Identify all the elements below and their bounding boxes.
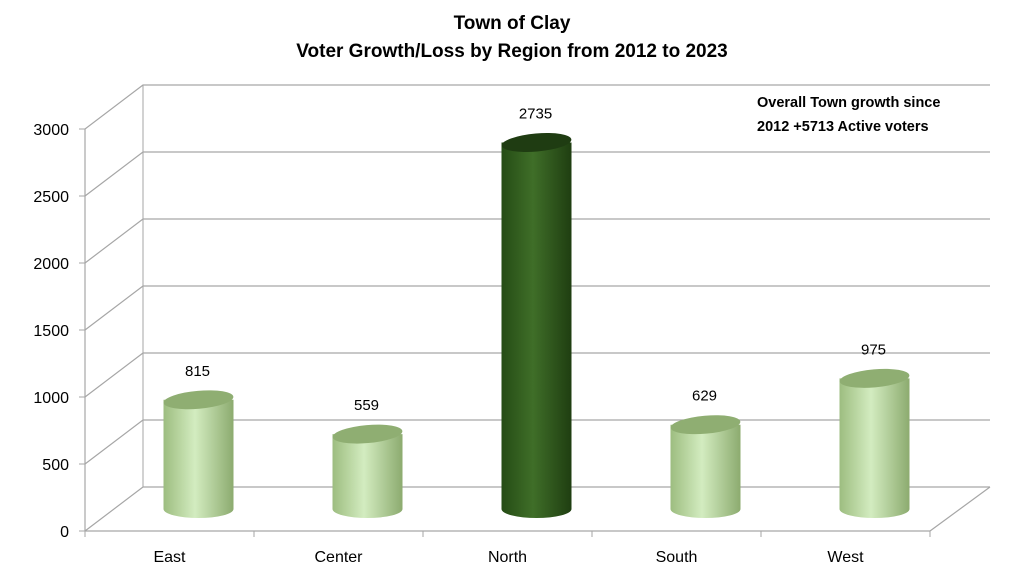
bar-body bbox=[839, 378, 910, 518]
x-tick-label: East bbox=[153, 549, 186, 566]
bar-top bbox=[670, 415, 741, 435]
bar-center: 559 bbox=[332, 397, 403, 518]
bar-body bbox=[163, 399, 234, 518]
chart-title: Town of Clay bbox=[454, 13, 571, 34]
x-tick-label: South bbox=[656, 549, 698, 566]
y-tick-label: 1500 bbox=[33, 323, 69, 340]
y-tick-label: 2000 bbox=[33, 256, 69, 273]
axes: 0 500 1000 1500 2000 2500 3000 East Center North S… bbox=[33, 122, 991, 566]
bar-east: 815 bbox=[163, 363, 234, 518]
x-tick-label: Center bbox=[314, 549, 363, 566]
bar-body bbox=[670, 424, 741, 518]
y-tick-label: 1000 bbox=[33, 390, 69, 407]
y-tick-label: 0 bbox=[60, 524, 69, 541]
y-tick-label: 3000 bbox=[33, 122, 69, 139]
bar-body bbox=[501, 142, 572, 518]
data-label: 2735 bbox=[519, 106, 552, 123]
annotation-line-1: Overall Town growth since bbox=[757, 95, 940, 111]
bar-top bbox=[163, 390, 234, 410]
gridlines bbox=[84, 84, 990, 532]
bar-west: 975 bbox=[839, 341, 910, 518]
data-label: 815 bbox=[185, 363, 210, 380]
bar-body bbox=[332, 434, 403, 518]
bar-top bbox=[332, 424, 403, 444]
data-label: 559 bbox=[354, 397, 379, 414]
bar-top bbox=[501, 133, 572, 152]
bar-south: 629 bbox=[670, 388, 741, 518]
x-tick-label: North bbox=[488, 549, 527, 566]
bars: 815 559 2735 629 975 bbox=[163, 106, 910, 518]
y-tick-label: 2500 bbox=[33, 189, 69, 206]
bar-north: 2735 bbox=[501, 106, 572, 518]
y-tick-label: 500 bbox=[42, 457, 69, 474]
bar-top bbox=[839, 368, 910, 388]
chart-subtitle: Voter Growth/Loss by Region from 2012 to… bbox=[296, 41, 727, 62]
data-label: 629 bbox=[692, 388, 717, 405]
data-label: 975 bbox=[861, 341, 886, 358]
x-tick-label: West bbox=[827, 549, 864, 566]
annotation-line-2: 2012 +5713 Active voters bbox=[757, 119, 929, 135]
